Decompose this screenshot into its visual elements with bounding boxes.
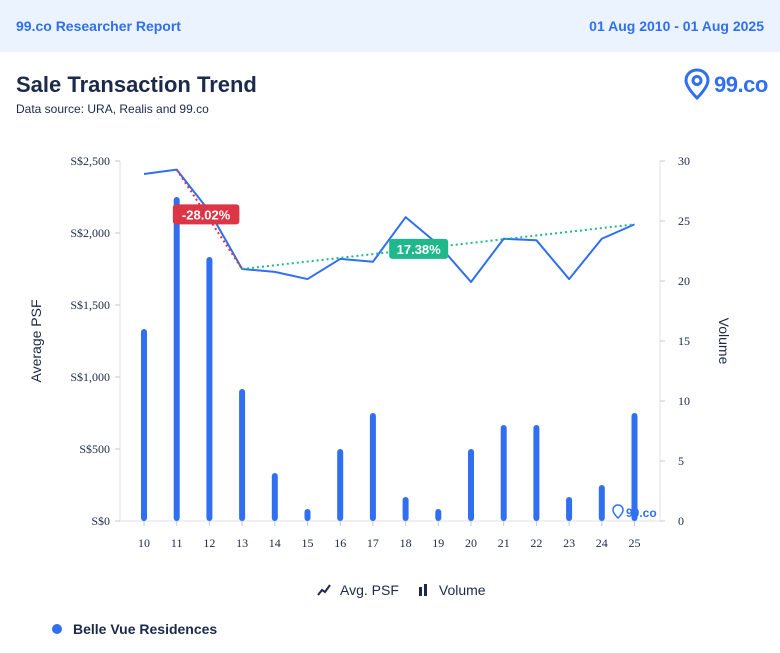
legend-label-avg-psf: Avg. PSF: [340, 582, 399, 598]
trend-label: -28.02%: [182, 207, 231, 222]
volume-bar: [566, 497, 573, 521]
x-tick-label: 11: [171, 536, 183, 550]
y2-tick-label: 30: [678, 154, 690, 168]
volume-bar: [304, 509, 311, 521]
series-key: Belle Vue Residences: [52, 621, 217, 637]
date-range: 01 Aug 2010 - 01 Aug 2025: [589, 18, 764, 34]
y-tick-label: S$1,500: [70, 298, 110, 312]
legend-label-volume: Volume: [438, 582, 486, 598]
legend-item-avg-psf[interactable]: Avg. PSF: [316, 582, 399, 598]
watermark-pin-icon: [612, 504, 624, 520]
data-source: Data source: URA, Realis and 99.co: [16, 102, 209, 116]
y2-tick-label: 0: [678, 514, 684, 528]
trend-line: [241, 223, 635, 270]
x-tick-label: 10: [138, 536, 150, 550]
volume-bar: [206, 257, 213, 521]
y2-tick-label: 10: [678, 394, 690, 408]
brand-logo: 99.co: [714, 72, 768, 97]
x-tick-label: 14: [269, 536, 281, 550]
chart-area: S$0 S$500 S$1,000 S$1,500 S$2,000 S$2,500 0 5 10…: [28, 154, 732, 550]
y-tick-label: S$2,000: [70, 226, 110, 240]
x-tick-label: 15: [302, 536, 314, 550]
volume-bar: [271, 473, 278, 521]
trend-label: 17.38%: [397, 242, 442, 257]
bar-chart-icon: [418, 584, 427, 596]
trend-badge: [172, 204, 240, 225]
y-tick-label: S$0: [91, 514, 110, 528]
x-tick-label: 12: [203, 536, 215, 550]
y2-tick-label: 5: [678, 454, 684, 468]
y2-axis-title: Volume: [716, 318, 732, 365]
volume-bar: [598, 485, 605, 521]
x-tick-label: 23: [563, 536, 575, 550]
x-tick-label: 21: [498, 536, 510, 550]
volume-bar: [435, 509, 442, 521]
volume-bar: [500, 425, 507, 521]
series-name: Belle Vue Residences: [73, 621, 218, 637]
volume-bar: [631, 413, 638, 521]
y-axis-title: Average PSF: [28, 299, 44, 382]
volume-bar: [369, 413, 376, 521]
x-tick-label: 18: [400, 536, 412, 550]
trend-badge: [389, 238, 449, 259]
volume-bar: [173, 197, 180, 521]
y-tick-label: S$2,500: [70, 154, 110, 168]
x-tick-label: 20: [465, 536, 477, 550]
x-tick-label: 17: [367, 536, 379, 550]
volume-bar: [533, 425, 540, 521]
y-tick-label: S$500: [79, 442, 110, 456]
chart-legend: Avg. PSF Volume: [316, 582, 502, 598]
report-brand: 99.co Researcher Report: [16, 18, 181, 34]
volume-bar: [468, 449, 474, 521]
legend-item-volume[interactable]: Volume: [415, 582, 486, 598]
series-dot: [52, 624, 62, 634]
line-chart-icon: [317, 584, 331, 596]
page-title: Sale Transaction Trend: [16, 72, 257, 97]
volume-bar: [402, 497, 409, 521]
watermark-text: 99.co: [626, 506, 657, 520]
x-tick-label: 19: [432, 536, 444, 550]
volume-bar: [337, 449, 344, 521]
y2-tick-label: 25: [678, 214, 690, 228]
y-tick-label: S$1,000: [70, 370, 110, 384]
x-tick-label: 22: [530, 536, 542, 550]
x-tick-label: 16: [334, 536, 346, 550]
volume-bar: [141, 329, 147, 521]
y2-tick-label: 15: [678, 334, 690, 348]
location-pin-icon: [684, 68, 710, 100]
x-tick-label: 24: [596, 536, 608, 550]
report-header: 99.co Researcher Report 01 Aug 2010 - 01…: [0, 0, 780, 52]
volume-bar: [239, 389, 246, 521]
y2-tick-label: 20: [678, 274, 690, 288]
x-tick-label: 13: [236, 536, 248, 550]
x-tick-label: 25: [629, 536, 641, 550]
avg-psf-line: [143, 168, 635, 283]
